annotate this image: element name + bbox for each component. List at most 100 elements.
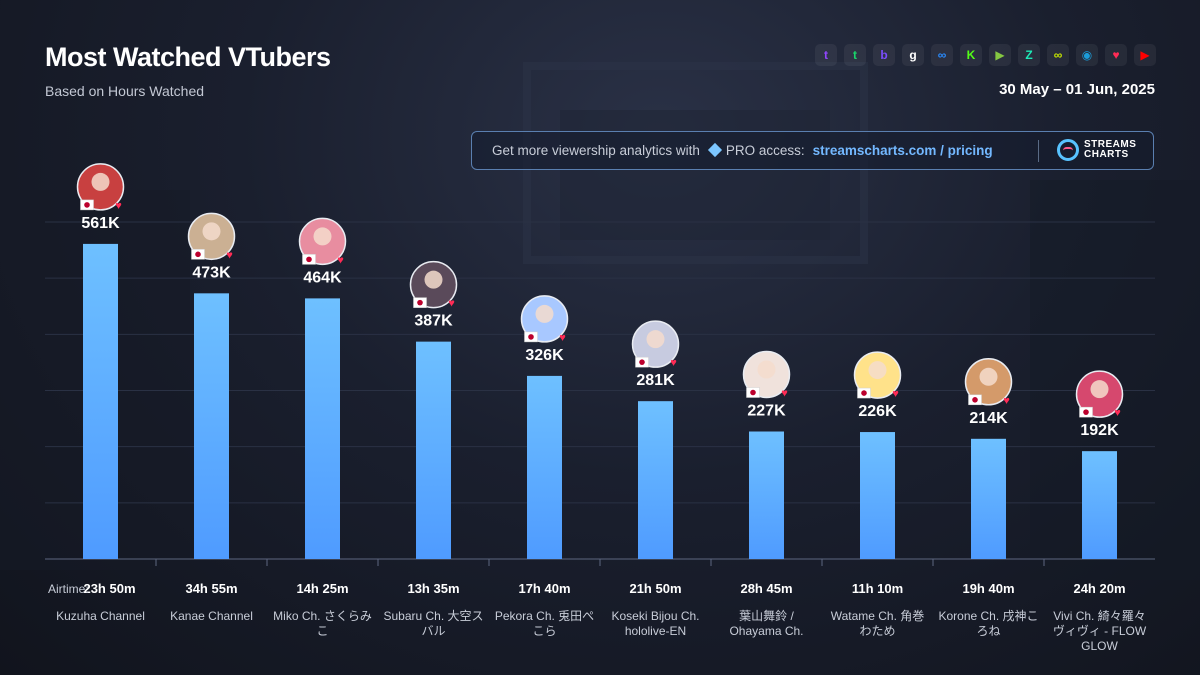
channel-name-line: Kuzuha Channel (56, 609, 145, 623)
channel-name-line: ろね (976, 624, 1000, 638)
page-title: Most Watched VTubers (45, 42, 331, 72)
bar-value-label: 561K (81, 215, 120, 232)
rumble-icon: ▶ (989, 44, 1011, 66)
channel-name-line: Vivi Ch. 綺々羅々 (1053, 608, 1145, 623)
channel-name-line: Korone Ch. 戌神こ (938, 609, 1038, 623)
channel-name-line: GLOW (1081, 639, 1118, 653)
channel-name-label: Pekora Ch. 兎田ぺこら (495, 609, 594, 638)
bar (527, 375, 562, 559)
avatar-face (535, 304, 554, 323)
flag-sun (639, 359, 645, 365)
flag-sun (84, 202, 90, 208)
flag-sun (750, 389, 756, 396)
infinity-icon: ∞ (931, 44, 953, 66)
airtime-value: 13h 35m (407, 581, 459, 596)
flag-sun (972, 397, 978, 403)
bar-value-label: 464K (303, 269, 342, 286)
channel-name-line: Miko Ch. さくらみ (273, 609, 372, 623)
flag-sun (417, 299, 423, 306)
channel-avatar: ♥ (409, 260, 458, 310)
airtime-value: 23h 50m (83, 581, 135, 596)
avatar-face (757, 360, 776, 379)
channel-name-label: Koseki Bijou Ch. hololive-EN (611, 609, 699, 638)
bar-value-label: 473K (192, 264, 231, 281)
avatar-face (646, 330, 665, 349)
bar (305, 298, 340, 559)
bar (749, 431, 784, 559)
channel-name-line: Watame Ch. 角巻 (831, 609, 925, 623)
bar-value-label: 227K (747, 403, 786, 420)
bar-value-label: 281K (636, 372, 675, 389)
channel-name-line: Subaru Ch. 大空ス (383, 609, 483, 623)
avatar-face (202, 222, 221, 241)
heart-badge-icon: ♥ (226, 249, 233, 261)
channel-name-label: Miko Ch. さくらみこ (273, 609, 372, 638)
channel-avatar: ♥ (76, 163, 125, 212)
bar-value-label: 214K (969, 410, 1008, 427)
heart-badge-icon: ♥ (781, 388, 788, 400)
steam-icon: ◉ (1076, 44, 1098, 66)
heart-badge-icon: ♥ (115, 200, 122, 212)
channel-avatar: ♥ (187, 212, 236, 261)
kick-icon: K (960, 44, 982, 66)
avatar-face (1090, 380, 1109, 399)
heart-badge-icon: ♥ (1114, 407, 1121, 419)
avatar-face (91, 172, 110, 191)
flag-sun (528, 334, 534, 340)
page-subtitle: Based on Hours Watched (45, 83, 205, 99)
bar (194, 293, 229, 559)
channel-avatar: ♥ (853, 351, 902, 400)
flag-sun (861, 390, 867, 396)
channel-name-line: Ohayama Ch. (729, 624, 803, 638)
channel-name-label: Watame Ch. 角巻わため (831, 609, 925, 638)
trovo-icon: t (844, 44, 866, 66)
avatar-face (979, 367, 998, 386)
avatar-face (313, 227, 332, 246)
bar (83, 243, 118, 559)
pricing-link[interactable]: streamscharts.com / pricing (812, 143, 993, 158)
channel-name-line: Kanae Channel (170, 609, 253, 623)
airtime-label: Airtime: (48, 582, 89, 596)
promo-banner[interactable]: Get more viewership analytics with PRO ac… (471, 131, 1154, 170)
avatar-face (424, 270, 443, 289)
flag-sun (195, 251, 201, 258)
promo-text: Get more viewership analytics with PRO ac… (492, 142, 805, 158)
bar-value-label: 326K (525, 347, 564, 364)
channel-name-line: こら (532, 624, 556, 638)
avatar-face (868, 361, 887, 380)
bar (416, 341, 451, 559)
channel-name-label: Subaru Ch. 大空スバル (383, 609, 483, 638)
flag-sun (1083, 409, 1089, 415)
channel-avatar: ♥ (631, 320, 680, 369)
ghost-icon: g (902, 44, 924, 66)
bar (1082, 451, 1117, 559)
airtime-value: 14h 25m (296, 581, 348, 596)
channel-name-label: Kanae Channel (170, 609, 253, 623)
channel-name-line: わため (859, 624, 895, 638)
loop-icon: ∞ (1047, 44, 1069, 66)
heart-badge-icon: ♥ (448, 298, 455, 310)
channel-name-line: 葉山舞鈴 / (739, 608, 794, 623)
heart-icon: ♥ (1105, 44, 1127, 66)
bar-value-label: 387K (414, 313, 453, 330)
date-range: 30 May – 01 Jun, 2025 (999, 81, 1155, 98)
bar (971, 438, 1006, 559)
heart-badge-icon: ♥ (1003, 395, 1010, 407)
streamscharts-logo-icon (1057, 139, 1079, 161)
airtime-value: 28h 45m (740, 581, 792, 596)
heart-badge-icon: ♥ (559, 332, 566, 344)
channel-avatar: ♥ (964, 358, 1013, 407)
channel-avatar: ♥ (520, 295, 569, 344)
youtube-icon: ▶ (1134, 44, 1156, 66)
channel-avatar: ♥ (298, 217, 347, 266)
bar (860, 432, 895, 559)
platform-icons: t t b g ∞ K ▶ Z ∞ ◉ ♥ ▶ (815, 44, 1156, 66)
channel-name-line: バル (421, 624, 445, 638)
channel-name-label: 葉山舞鈴 / Ohayama Ch. (729, 608, 803, 638)
promo-divider (1038, 140, 1039, 162)
zhanqi-icon: Z (1018, 44, 1040, 66)
channel-name-line: こ (316, 624, 328, 638)
airtime-value: 21h 50m (629, 581, 681, 596)
bar-value-label: 192K (1080, 422, 1119, 439)
